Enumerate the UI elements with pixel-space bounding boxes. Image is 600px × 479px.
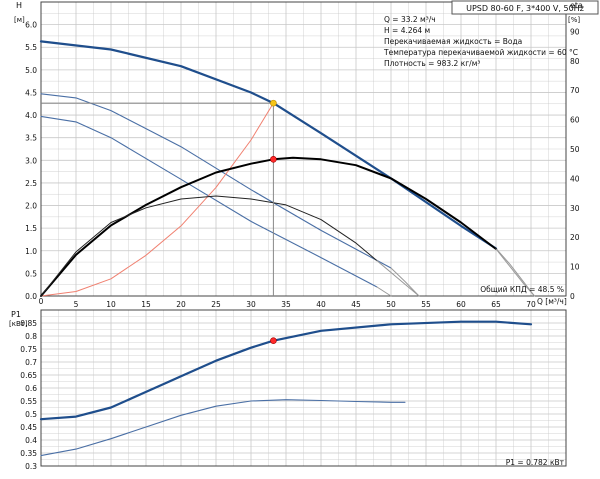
power-tick-label: 0.8: [25, 332, 37, 341]
power-tick-label: 0.4: [25, 436, 37, 445]
model-label: UPSD 80-60 F, 3*400 V, 50Hz: [466, 4, 584, 13]
power-tick-label: 0.65: [20, 371, 37, 380]
head-tick-label: 3.5: [25, 134, 37, 143]
flow-tick-label: 15: [141, 300, 151, 309]
power-axis-unit: [кВт]: [9, 320, 28, 328]
power-tick-label: 0.7: [25, 358, 37, 367]
flow-tick-label: 30: [246, 300, 256, 309]
efficiency-tick-label: 80: [570, 57, 580, 66]
flow-tick-label: 45: [351, 300, 361, 309]
power-tick-label: 0.6: [25, 384, 37, 393]
efficiency-curve-max-speed-tail: [495, 248, 535, 297]
power-tick-label: 0.35: [20, 449, 37, 458]
head-curve-speed-2-tail: [390, 267, 420, 297]
head-tick-label: 1.5: [25, 224, 37, 233]
head-tick-label: 4.0: [25, 111, 37, 120]
info-line-liquid: Перекачиваемая жидкость = Вода: [384, 37, 522, 46]
efficiency-tick-label: 60: [570, 116, 580, 125]
head-axis-title: H: [16, 1, 22, 10]
flow-tick-label: 5: [74, 300, 79, 309]
flow-axis-title: Q [м³/ч]: [537, 297, 567, 306]
head-curve-max-speed-tail: [495, 248, 535, 297]
head-plot-frame: [40, 1, 567, 297]
duty-point-efficiency-marker: [270, 155, 277, 163]
flow-tick-label: 65: [491, 300, 501, 309]
efficiency-annotation: Общий КПД = 48.5 %: [480, 285, 564, 294]
efficiency-tick-label: 50: [570, 145, 580, 154]
efficiency-tick-label: 0: [570, 292, 575, 301]
power-curve-speed-2: [40, 399, 406, 457]
power-curve-max-speed: [39, 320, 533, 421]
head-tick-label: 3.0: [25, 156, 37, 165]
power-tick-label: 0.45: [20, 423, 37, 432]
head-tick-label: 4.5: [25, 88, 37, 97]
head-axis-unit: [м]: [14, 16, 25, 24]
efficiency-tick-label: 70: [570, 86, 580, 95]
flow-tick-label: 25: [211, 300, 221, 309]
info-line-head: H = 4.264 м: [384, 26, 430, 35]
info-line-density: Плотность = 983.2 кг/м³: [384, 59, 480, 68]
power-annotation: P1 = 0.782 кВт: [506, 458, 565, 467]
efficiency-curve-speed-2: [40, 195, 378, 297]
efficiency-axis-unit: [%]: [568, 16, 580, 24]
flow-tick-label: 20: [176, 300, 186, 309]
system-curve: [40, 102, 274, 297]
efficiency-curve-speed-2-tail: [376, 260, 420, 297]
flow-tick-label: 70: [526, 300, 536, 309]
head-tick-label: 0.5: [25, 269, 37, 278]
efficiency-tick-label: 40: [570, 174, 580, 183]
head-tick-label: 0.0: [25, 292, 37, 301]
power-tick-label: 0.85: [20, 319, 37, 328]
efficiency-tick-label: 30: [570, 204, 580, 213]
efficiency-tick-label: 90: [570, 27, 580, 36]
head-curve-speed-3-tail: [376, 286, 392, 297]
info-line-flow: Q = 33.2 м³/ч: [384, 15, 436, 24]
head-curve-speed-2: [40, 93, 392, 269]
head-tick-label: 6.0: [25, 21, 37, 30]
flow-origin-tick: 0: [39, 297, 44, 306]
power-tick-label: 0.75: [20, 345, 37, 354]
efficiency-tick-label: 10: [570, 263, 580, 272]
model-box: [451, 0, 599, 15]
flow-tick-label: 50: [386, 300, 396, 309]
head-tick-label: 5.0: [25, 66, 37, 75]
head-tick-label: 5.5: [25, 43, 37, 52]
head-curve-speed-3: [40, 115, 378, 288]
info-line-temperature: Температура перекачиваемой жидкости = 60…: [383, 48, 578, 57]
power-tick-label: 0.3: [25, 462, 37, 471]
flow-tick-label: 10: [106, 300, 116, 309]
flow-tick-label: 35: [281, 300, 291, 309]
flow-tick-label: 40: [316, 300, 326, 309]
flow-tick-label: 55: [421, 300, 431, 309]
head-tick-label: 1.0: [25, 247, 37, 256]
power-duty-point-marker: [270, 337, 277, 344]
power-tick-label: 0.5: [25, 410, 37, 419]
power-plot-frame: [40, 309, 567, 467]
head-tick-label: 2.5: [25, 179, 37, 188]
power-tick-label: 0.55: [20, 397, 37, 406]
efficiency-axis-title: eta: [570, 1, 583, 10]
flow-tick-label: 60: [456, 300, 466, 309]
duty-point-head-marker: [270, 99, 277, 107]
head-tick-label: 2.0: [25, 202, 37, 211]
efficiency-tick-label: 20: [570, 233, 580, 242]
power-axis-title: P1: [11, 310, 21, 319]
